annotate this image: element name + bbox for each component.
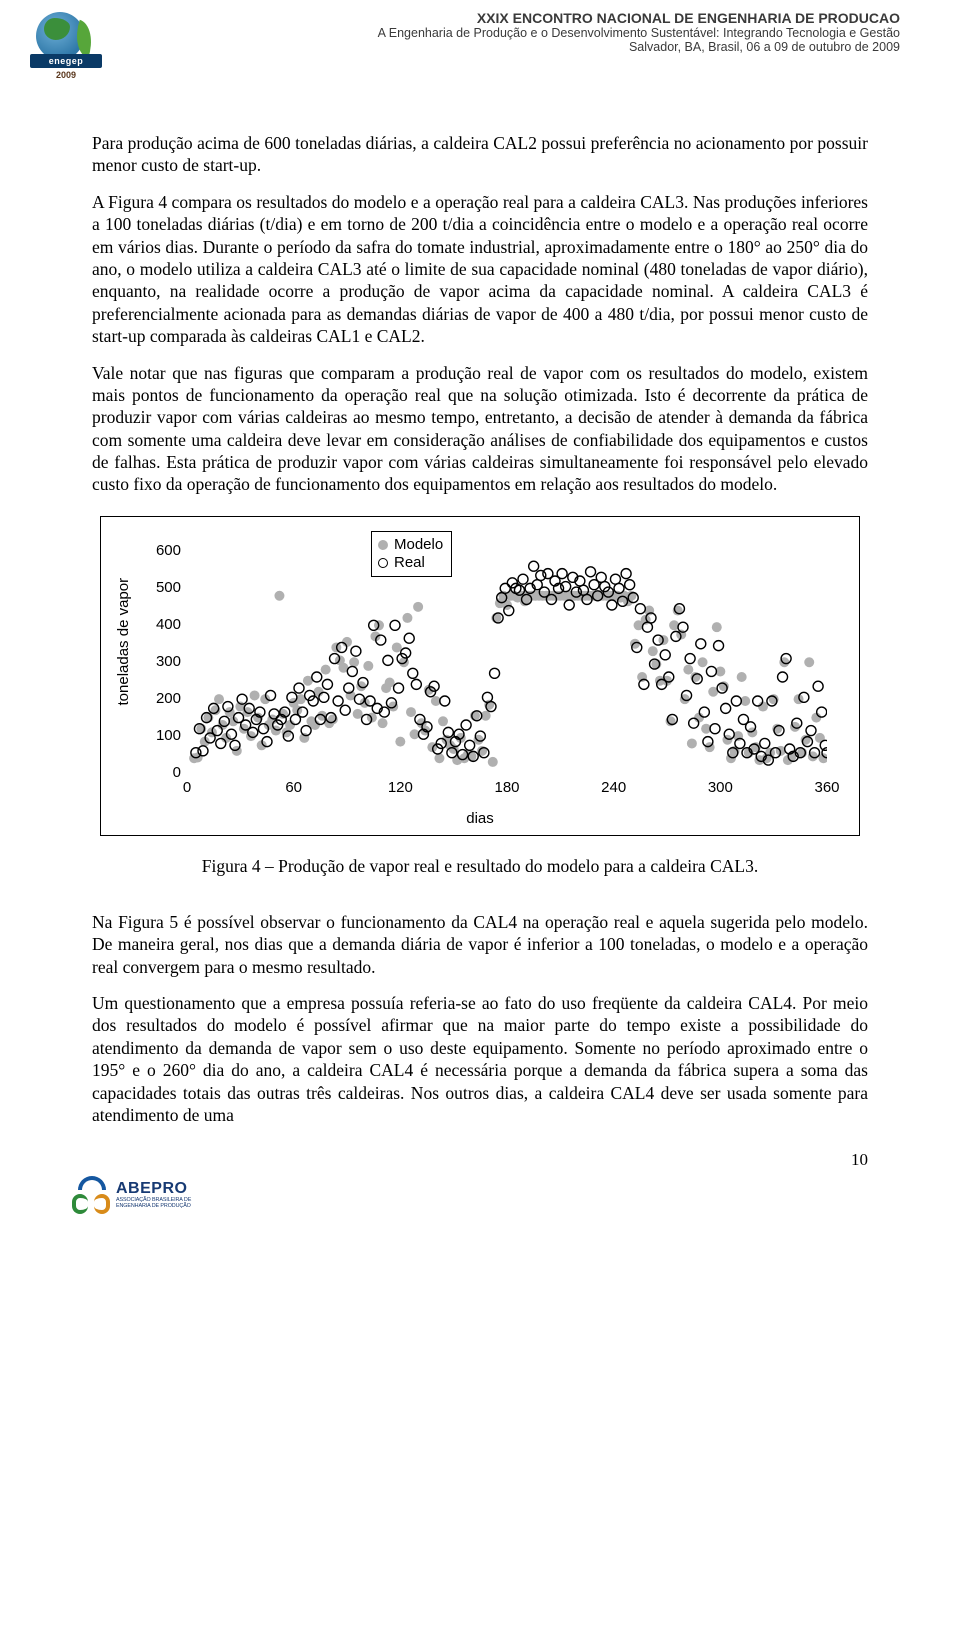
legend-marker-real xyxy=(378,558,388,568)
legend-real: Real xyxy=(378,554,443,572)
page-number: 10 xyxy=(851,1150,868,1170)
x-tick: 180 xyxy=(494,779,519,796)
header-line-2: A Engenharia de Produção e o Desenvolvim… xyxy=(118,26,900,40)
y-tick: 0 xyxy=(141,764,181,781)
footer-name: ABEPRO xyxy=(116,1180,187,1198)
enegep-logo: enegep 2009 xyxy=(30,10,106,78)
chart-y-label: toneladas de vapor xyxy=(115,578,132,706)
y-tick: 200 xyxy=(141,690,181,707)
x-tick: 120 xyxy=(388,779,413,796)
x-tick: 240 xyxy=(601,779,626,796)
y-tick: 300 xyxy=(141,653,181,670)
figure-4-chart: toneladas de vapor dias Modelo Real 0 100… xyxy=(100,516,860,836)
x-tick: 360 xyxy=(814,779,839,796)
paragraph-2: A Figura 4 compara os resultados do mode… xyxy=(92,191,868,348)
legend-label-real: Real xyxy=(394,554,425,571)
scatter-plot xyxy=(187,533,827,773)
y-tick: 600 xyxy=(141,542,181,559)
chart-x-label: dias xyxy=(101,810,859,827)
legend-marker-modelo xyxy=(378,540,388,550)
figure-4-caption: Figura 4 – Produção de vapor real e resu… xyxy=(92,856,868,877)
page-content: Para produção acima de 600 toneladas diá… xyxy=(0,82,960,1170)
paragraph-5: Um questionamento que a empresa possuía … xyxy=(92,992,868,1126)
header-line-1: XXIX ENCONTRO NACIONAL DE ENGENHARIA DE … xyxy=(118,10,900,26)
x-tick: 300 xyxy=(708,779,733,796)
logo-year: 2009 xyxy=(30,70,102,80)
page-footer: ABEPRO ASSOCIAÇÃO BRASILEIRA DE ENGENHAR… xyxy=(0,1170,960,1234)
y-tick: 400 xyxy=(141,616,181,633)
y-tick: 100 xyxy=(141,727,181,744)
paragraph-4: Na Figura 5 é possível observar o funcio… xyxy=(92,911,868,978)
legend-label-modelo: Modelo xyxy=(394,536,443,553)
chart-legend: Modelo Real xyxy=(371,531,452,577)
legend-modelo: Modelo xyxy=(378,536,443,554)
x-tick: 60 xyxy=(285,779,302,796)
abepro-logo: ABEPRO ASSOCIAÇÃO BRASILEIRA DE ENGENHAR… xyxy=(72,1176,192,1220)
page-header: enegep 2009 XXIX ENCONTRO NACIONAL DE EN… xyxy=(0,0,960,82)
footer-sub: ASSOCIAÇÃO BRASILEIRA DE ENGENHARIA DE P… xyxy=(116,1198,202,1209)
x-tick: 0 xyxy=(183,779,191,796)
header-line-3: Salvador, BA, Brasil, 06 a 09 de outubro… xyxy=(118,40,900,54)
y-tick: 500 xyxy=(141,579,181,596)
logo-text: enegep xyxy=(30,54,102,68)
paragraph-3: Vale notar que nas figuras que comparam … xyxy=(92,362,868,496)
header-text: XXIX ENCONTRO NACIONAL DE ENGENHARIA DE … xyxy=(118,10,900,54)
paragraph-1: Para produção acima de 600 toneladas diá… xyxy=(92,132,868,177)
